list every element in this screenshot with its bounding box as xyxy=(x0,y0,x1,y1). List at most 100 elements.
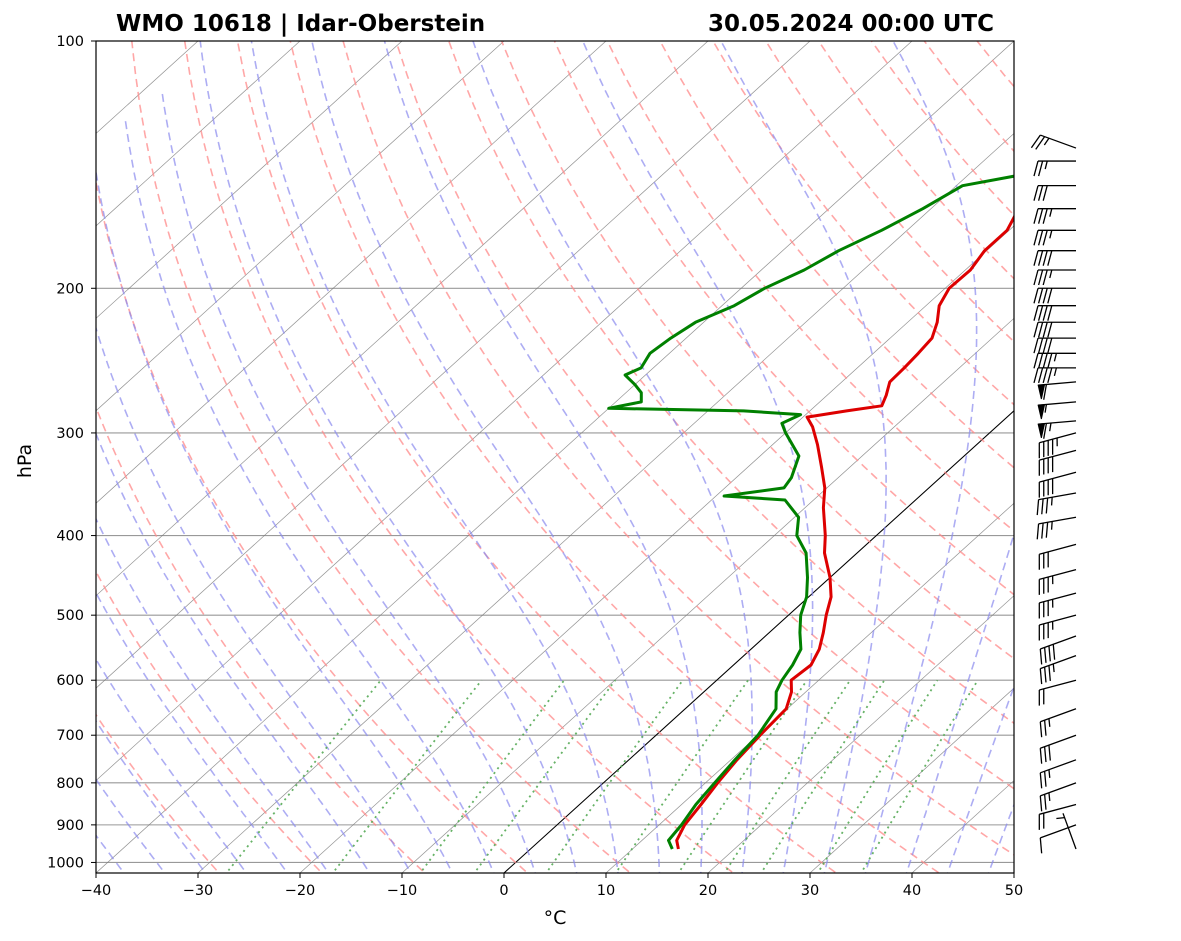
wind-barb xyxy=(1033,352,1076,369)
wind-barb xyxy=(1056,813,1077,850)
x-axis-label: °C xyxy=(544,907,567,929)
x-tick-label: 10 xyxy=(597,883,615,899)
moist-adiabat xyxy=(905,531,1014,873)
mixing-ratio-line xyxy=(860,679,979,873)
y-tick-label: 700 xyxy=(56,728,84,744)
mixing-ratio-line xyxy=(614,679,749,873)
isotherm-line xyxy=(96,41,505,412)
dry-adiabat xyxy=(659,41,1014,469)
wind-barb xyxy=(1038,471,1077,498)
wind-barb xyxy=(1037,420,1077,439)
moist-adiabat xyxy=(124,120,495,873)
wind-barb xyxy=(1033,321,1076,338)
moist-adiabat xyxy=(199,41,578,873)
x-tick-label: 0 xyxy=(499,883,508,899)
isotherm-line xyxy=(96,41,811,689)
isotherm-line xyxy=(605,502,1014,873)
y-tick-label: 300 xyxy=(56,426,84,442)
isotherm-line xyxy=(299,225,1014,873)
wind-barb xyxy=(1033,269,1076,286)
y-axis-ticks: 100 200 300 400 500 600 700 800 900 1000 xyxy=(47,34,96,871)
dry-adiabat-lines xyxy=(96,41,1181,880)
moist-adiabat xyxy=(96,834,126,873)
isotherm-line xyxy=(401,317,1014,873)
wind-barb xyxy=(1038,568,1077,595)
wind-barb xyxy=(1033,367,1076,384)
mixing-ratio-lines xyxy=(225,679,979,873)
y-tick-label: 900 xyxy=(56,818,84,834)
moist-adiabat xyxy=(987,802,1014,873)
moist-adiabat xyxy=(96,517,330,873)
dry-adiabat xyxy=(712,41,1014,406)
isotherm-line xyxy=(707,595,1014,873)
mixing-ratio-line xyxy=(723,679,851,873)
dry-adiabat xyxy=(976,41,1014,88)
dry-adiabat xyxy=(817,41,1014,280)
wind-barb xyxy=(1033,208,1076,224)
dry-adiabat xyxy=(96,177,529,873)
dry-adiabat xyxy=(96,569,324,873)
dry-adiabat xyxy=(1136,41,1181,880)
moist-adiabat xyxy=(383,41,703,873)
moist-adiabat xyxy=(311,41,661,873)
moist-adiabat xyxy=(946,684,1014,873)
y-tick-label: 500 xyxy=(56,608,84,624)
mixing-ratio-line xyxy=(545,679,684,873)
wind-barb xyxy=(1033,305,1076,321)
moist-adiabat xyxy=(96,719,207,873)
dry-adiabat xyxy=(236,41,838,873)
wind-barb xyxy=(1038,614,1077,641)
dry-adiabat xyxy=(183,41,735,873)
moist-adiabat xyxy=(96,167,454,873)
wind-barb xyxy=(1039,708,1077,738)
y-tick-label: 1000 xyxy=(47,855,84,871)
wind-barb xyxy=(1030,134,1077,150)
wind-barb xyxy=(1033,287,1076,304)
plot-area xyxy=(96,41,1181,880)
wind-barb xyxy=(1033,337,1076,354)
x-tick-label: −20 xyxy=(285,883,316,899)
moist-adiabat xyxy=(96,431,371,873)
wind-barb xyxy=(1038,592,1077,619)
isotherm-line xyxy=(96,41,1014,873)
x-tick-label: −10 xyxy=(387,883,418,899)
wind-barb xyxy=(1033,250,1076,266)
dry-adiabat xyxy=(96,405,426,873)
wind-barb xyxy=(1038,803,1077,830)
moist-adiabat xyxy=(96,591,289,873)
moist-adiabat xyxy=(96,325,412,873)
isotherm-line xyxy=(96,41,913,782)
moist-adiabat xyxy=(720,41,887,873)
dry-adiabat xyxy=(1083,41,1181,880)
wind-barb xyxy=(1033,160,1076,177)
y-tick-label: 400 xyxy=(56,529,84,545)
wind-barb xyxy=(1033,229,1076,246)
zero-isotherm-line xyxy=(503,410,1014,873)
x-axis-ticks: −40 −30 −20 −10 0 10 20 30 40 50 xyxy=(81,873,1023,899)
moist-adiabat xyxy=(161,90,536,873)
mixing-ratio-line xyxy=(419,679,565,873)
mixing-ratio-line xyxy=(225,679,382,873)
dry-adiabat xyxy=(765,41,1014,343)
wind-barb xyxy=(1038,543,1077,570)
y-tick-label: 800 xyxy=(56,776,84,792)
wind-barb xyxy=(1038,432,1077,459)
zero-degree-isotherm xyxy=(503,410,1014,873)
y-tick-label: 600 xyxy=(56,673,84,689)
mixing-ratio-line xyxy=(331,679,483,873)
wind-barb xyxy=(1039,824,1077,854)
dry-adiabat xyxy=(500,41,1014,660)
isotherm-lines xyxy=(96,41,1014,873)
x-tick-label: −30 xyxy=(183,883,214,899)
dry-adiabat xyxy=(553,41,1014,596)
dry-adiabat xyxy=(448,41,1014,725)
dry-adiabat xyxy=(131,41,632,873)
isotherm-line xyxy=(96,41,301,227)
x-tick-label: −40 xyxy=(81,883,112,899)
y-tick-label: 200 xyxy=(56,281,84,297)
plot-frame xyxy=(95,40,1015,874)
x-tick-label: 30 xyxy=(801,883,819,899)
y-axis-label: hPa xyxy=(14,444,36,478)
wind-barb xyxy=(1036,516,1077,540)
